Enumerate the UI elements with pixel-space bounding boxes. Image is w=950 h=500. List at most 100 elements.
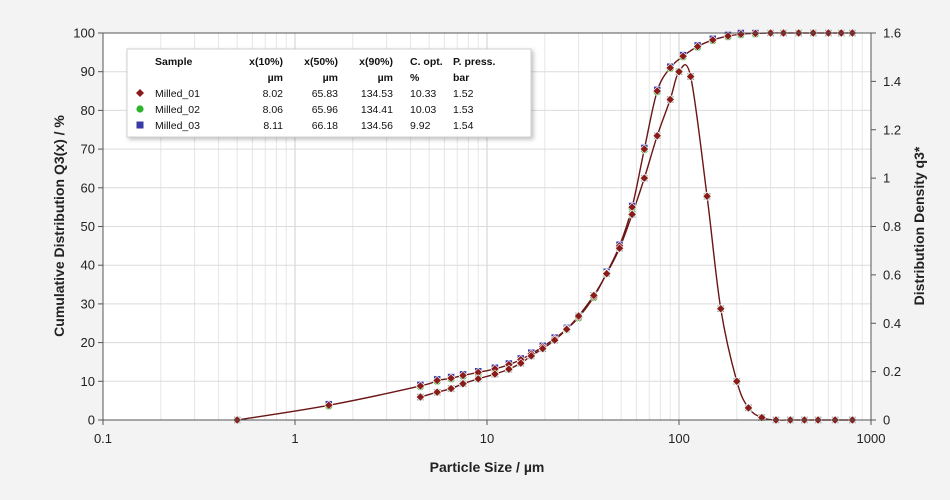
y2-tick-label: 1: [883, 171, 890, 186]
legend-value: 8.11: [263, 120, 283, 132]
markers: [232, 28, 858, 425]
density-point-milled_01: [702, 191, 712, 201]
legend-value: 65.96: [312, 104, 338, 116]
density-point-milled_01: [549, 335, 560, 345]
x-tick-label: 100: [668, 431, 690, 446]
cumulative-point-milled_01: [639, 144, 649, 154]
y2-axis-title: Distribution Density q3*: [911, 146, 927, 305]
legend-content: Sample x(10%) µm x(50%) µm x(90%) µm C. opt.% P.…: [136, 56, 496, 132]
legend-table: Sample x(10%) µm x(50%) µm x(90%) µm C. opt.% P.…: [126, 48, 532, 138]
y2-tick-label: 0: [883, 413, 890, 428]
cumulative-point-milled_01: [665, 63, 675, 73]
legend-value: 8.02: [263, 88, 284, 100]
legend-header: x(90%): [359, 56, 393, 68]
x-tick-label: 10: [480, 431, 494, 446]
legend-value: 10.03: [410, 104, 436, 116]
legend-box: [126, 48, 532, 138]
y-tick-label: 100: [73, 26, 95, 41]
density-point-milled_01: [674, 67, 684, 77]
density-point-milled_01: [446, 383, 456, 394]
cumulative-point-milled_01: [692, 41, 703, 52]
density-point-milled_01: [516, 358, 526, 368]
legend-marker: [136, 89, 144, 97]
legend-value: 134.53: [361, 88, 393, 100]
density-point-milled_01: [458, 379, 468, 389]
legend-marker: [136, 105, 144, 113]
legend-value: 134.56: [361, 120, 393, 132]
cumulative-point-milled_01: [708, 35, 718, 45]
y2-tick-label: 0.2: [883, 364, 901, 379]
y-tick-label: 60: [81, 180, 95, 195]
density-point-milled_01: [562, 324, 572, 334]
density-curve-milled_01: [420, 64, 853, 421]
density-point-milled_01: [415, 392, 426, 402]
legend-value: 65.83: [312, 88, 338, 100]
y2-tick-label: 0.6: [883, 267, 901, 282]
legend-header: x(10%): [249, 56, 283, 68]
legend-value: 66.18: [312, 120, 338, 132]
x-tick-label: 0.1: [94, 431, 112, 446]
density-point-milled_01: [665, 94, 675, 105]
legend-value: 1.53: [453, 104, 474, 116]
y-axis-ticks: 0 10 20 30 40 50 60 70 80 90 100: [73, 26, 103, 428]
density-point-milled_01: [716, 304, 726, 314]
y-tick-label: 50: [81, 219, 95, 234]
legend-value: 8.06: [263, 104, 284, 116]
legend-header: Sample: [155, 56, 193, 68]
density-point-milled_01: [639, 173, 649, 183]
legend-value: 134.41: [361, 104, 393, 116]
density-point-milled_01: [526, 351, 536, 361]
cumulative-point-milled_01: [432, 375, 442, 386]
y-tick-label: 80: [81, 103, 95, 118]
density-point-milled_01: [732, 376, 742, 386]
legend-header-unit: bar: [453, 72, 469, 84]
density-point-milled_01: [432, 387, 442, 397]
density-point-milled_01: [652, 131, 662, 141]
cumulative-point-milled_01: [446, 373, 456, 383]
legend-header-unit: µm: [323, 72, 338, 84]
legend-sample-name: Milled_03: [155, 120, 200, 132]
legend-header: C. opt.: [410, 56, 443, 68]
density-point-milled_01: [757, 412, 767, 423]
cumulative-point-milled_01: [652, 86, 662, 96]
cumulative-point-milled_01: [415, 381, 426, 391]
density-point-milled_01: [538, 344, 548, 354]
legend-header: P. press.: [453, 56, 496, 68]
legend-sample-name: Milled_02: [155, 104, 200, 116]
y-tick-label: 30: [81, 296, 95, 311]
legend-value: 1.52: [453, 88, 474, 100]
density-point-milled_01: [602, 269, 612, 279]
y2-tick-label: 1.2: [883, 122, 901, 137]
y-tick-label: 90: [81, 64, 95, 79]
x-tick-label: 1000: [857, 431, 886, 446]
density-point-milled_01: [504, 364, 514, 374]
legend-marker: [136, 121, 144, 129]
legend-header-unit: µm: [268, 72, 283, 84]
y2-tick-label: 1.6: [883, 26, 901, 41]
y-tick-label: 70: [81, 142, 95, 157]
y2-axis-ticks: 0 0.2 0.4 0.6 0.8 1 1.2 1.4 1.6: [871, 26, 901, 428]
y2-tick-label: 0.4: [883, 316, 901, 331]
y-axis-title: Cumulative Distribution Q3(x) / %: [51, 115, 67, 337]
density-point-milled_01: [743, 403, 754, 413]
legend-value: 9.92: [410, 120, 431, 132]
density-point-milled_01: [490, 369, 500, 379]
cumulative-point-milled_01: [723, 31, 733, 41]
x-axis-ticks: 0.1 1 10 100 1000: [94, 420, 886, 446]
legend-value: 1.54: [453, 120, 474, 132]
y-tick-label: 20: [81, 335, 95, 350]
y2-tick-label: 1.4: [883, 74, 901, 89]
legend-header-unit: µm: [378, 72, 393, 84]
y-tick-label: 0: [88, 413, 95, 428]
density-point-milled_01: [614, 243, 625, 253]
x-tick-label: 1: [291, 431, 298, 446]
cumulative-point-milled_01: [678, 51, 688, 61]
density-point-milled_01: [686, 71, 696, 82]
legend-sample-name: Milled_01: [155, 88, 200, 100]
legend-header-unit: %: [410, 72, 420, 84]
density-point-milled_01: [589, 290, 599, 301]
y-tick-label: 40: [81, 258, 95, 273]
density-point-milled_01: [573, 311, 584, 321]
